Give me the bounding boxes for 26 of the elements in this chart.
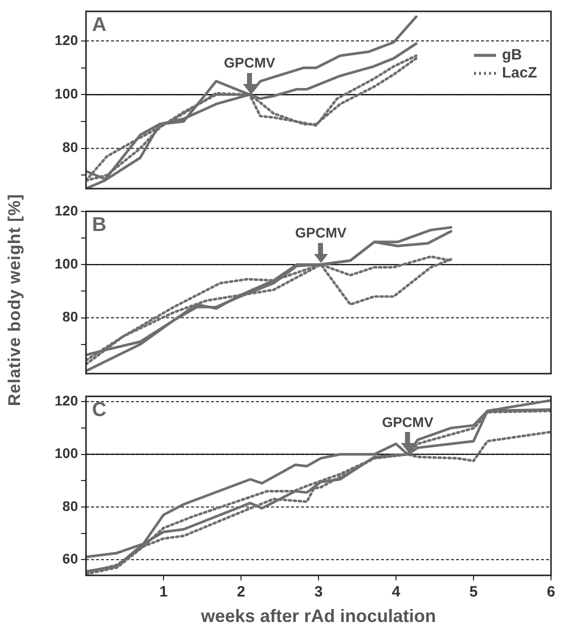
annotation: C [92, 398, 106, 421]
x-tick-label: 4 [392, 584, 401, 601]
x-tick-label: 5 [469, 584, 478, 601]
y-tick-label: 120 [54, 392, 78, 409]
annotation: GPCMV [295, 224, 348, 240]
y-tick-label: 80 [62, 308, 78, 325]
x-axis-title: weeks after rAd inoculation [200, 606, 436, 626]
y-tick-label: 120 [54, 202, 78, 218]
x-tick-label: 2 [236, 584, 246, 601]
x-tick-label: 6 [546, 584, 556, 601]
y-axis-title: Relative body weight [%] [5, 194, 25, 406]
x-tick-label: 3 [314, 584, 323, 601]
annotation: GPCMV [224, 54, 276, 70]
annotation: B [92, 214, 106, 236]
x-tick-label: 1 [159, 584, 168, 601]
y-tick-label: 80 [62, 139, 78, 156]
annotation: GPCMV [382, 414, 434, 430]
y-tick-label: 120 [54, 32, 78, 48]
y-tick-label: 100 [54, 445, 78, 462]
y-tick-label: 60 [62, 550, 78, 566]
y-tick-label: 80 [62, 498, 78, 514]
y-tick-label: 100 [54, 85, 78, 102]
legend-label: gB [502, 46, 522, 64]
legend-label: LacZ [502, 64, 538, 82]
annotation: A [92, 14, 106, 36]
y-tick-label: 100 [54, 255, 78, 272]
